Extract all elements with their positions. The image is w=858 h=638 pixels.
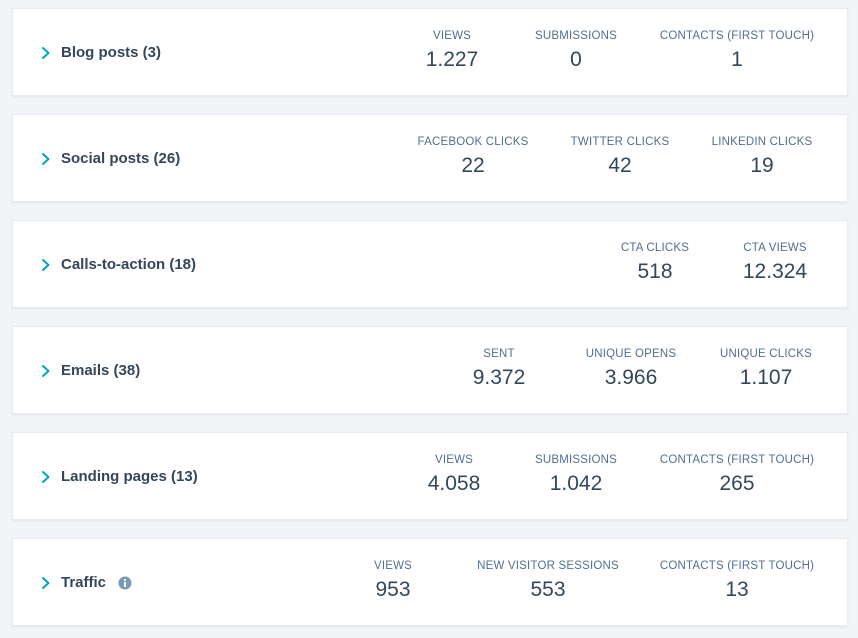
- metric-value: 518: [637, 260, 673, 283]
- row-calls-to-action[interactable]: Calls-to-action (18) CTA CLICKS 518 CTA …: [12, 220, 848, 308]
- metric-cta-clicks: CTA CLICKS 518: [621, 240, 689, 286]
- metric-value: 3.966: [604, 366, 658, 389]
- metric-label: TWITTER CLICKS: [570, 136, 670, 148]
- metric-submissions: SUBMISSIONS 1.042: [535, 452, 617, 498]
- chevron-right-icon[interactable]: [40, 152, 52, 166]
- metric-value: 9.372: [472, 366, 526, 389]
- metric-value: 0: [570, 48, 582, 71]
- metric-label: SUBMISSIONS: [534, 454, 618, 466]
- row-traffic[interactable]: Traffic VIEWS 953 NEW VISITOR SESSIONS 5…: [12, 538, 848, 626]
- row-title[interactable]: Social posts (26): [61, 150, 181, 167]
- row-landing-pages[interactable]: Landing pages (13) VIEWS 4.058 SUBMISSIO…: [12, 432, 848, 520]
- metric-facebook-clicks: FACEBOOK CLICKS 22: [417, 134, 528, 180]
- metric-label: SUBMISSIONS: [534, 30, 618, 42]
- row-social-posts[interactable]: Social posts (26) FACEBOOK CLICKS 22 TWI…: [12, 114, 848, 202]
- chevron-right-icon[interactable]: [40, 470, 52, 484]
- metric-submissions: SUBMISSIONS 0: [535, 28, 617, 74]
- metric-value: 22: [461, 154, 485, 177]
- row-blog-posts[interactable]: Blog posts (3) VIEWS 1.227 SUBMISSIONS 0…: [12, 8, 848, 96]
- metric-cta-views: CTA VIEWS 12.324: [743, 240, 807, 286]
- row-title[interactable]: Emails (38): [61, 362, 141, 379]
- metric-value: 42: [608, 154, 632, 177]
- metric-contacts-first-touch: CONTACTS (FIRST TOUCH) 1: [660, 28, 814, 74]
- metric-label: CONTACTS (FIRST TOUCH): [659, 30, 815, 42]
- chevron-right-icon[interactable]: [40, 258, 52, 272]
- metric-value: 1.227: [425, 48, 479, 71]
- chevron-right-icon[interactable]: [40, 46, 52, 60]
- metric-value: 265: [719, 472, 755, 495]
- metric-label: VIEWS: [434, 454, 474, 466]
- row-title[interactable]: Traffic: [61, 539, 132, 627]
- metric-views: VIEWS 4.058: [428, 452, 481, 498]
- metric-value: 953: [375, 578, 411, 601]
- metric-value: 553: [530, 578, 566, 601]
- row-title[interactable]: Blog posts (3): [61, 44, 161, 61]
- metric-label: CONTACTS (FIRST TOUCH): [659, 560, 815, 572]
- metric-views: VIEWS 1.227: [426, 28, 479, 74]
- metric-value: 19: [750, 154, 774, 177]
- metric-label: SENT: [483, 348, 515, 360]
- metric-label: FACEBOOK CLICKS: [417, 136, 529, 148]
- metric-label: CONTACTS (FIRST TOUCH): [659, 454, 815, 466]
- row-title[interactable]: Landing pages (13): [61, 468, 198, 485]
- metric-label: UNIQUE CLICKS: [719, 348, 813, 360]
- metric-contacts-first-touch: CONTACTS (FIRST TOUCH) 265: [660, 452, 814, 498]
- metric-value: 13: [725, 578, 749, 601]
- metric-value: 1: [731, 48, 743, 71]
- metric-label: NEW VISITOR SESSIONS: [477, 560, 619, 572]
- metric-value: 1.107: [739, 366, 793, 389]
- metric-label: CTA VIEWS: [743, 242, 807, 254]
- metric-label: CTA CLICKS: [620, 242, 690, 254]
- row-title[interactable]: Calls-to-action (18): [61, 256, 197, 273]
- metric-views: VIEWS 953: [374, 558, 412, 604]
- metric-new-visitor-sessions: NEW VISITOR SESSIONS 553: [477, 558, 619, 604]
- metric-value: 4.058: [427, 472, 481, 495]
- row-emails[interactable]: Emails (38) SENT 9.372 UNIQUE OPENS 3.96…: [12, 326, 848, 414]
- metric-unique-opens: UNIQUE OPENS 3.966: [586, 346, 677, 392]
- metric-sent: SENT 9.372: [473, 346, 526, 392]
- metric-twitter-clicks: TWITTER CLICKS 42: [571, 134, 670, 180]
- info-icon[interactable]: [118, 576, 132, 590]
- metric-unique-clicks: UNIQUE CLICKS 1.107: [720, 346, 812, 392]
- metric-label: UNIQUE OPENS: [585, 348, 677, 360]
- metric-linkedin-clicks: LINKEDIN CLICKS 19: [712, 134, 813, 180]
- metric-value: 1.042: [549, 472, 603, 495]
- metric-value: 12.324: [742, 260, 808, 283]
- metric-label: LINKEDIN CLICKS: [711, 136, 813, 148]
- chevron-right-icon[interactable]: [40, 364, 52, 378]
- metric-label: VIEWS: [432, 30, 472, 42]
- chevron-right-icon[interactable]: [40, 576, 52, 590]
- metric-label: VIEWS: [373, 560, 413, 572]
- metric-contacts-first-touch: CONTACTS (FIRST TOUCH) 13: [660, 558, 814, 604]
